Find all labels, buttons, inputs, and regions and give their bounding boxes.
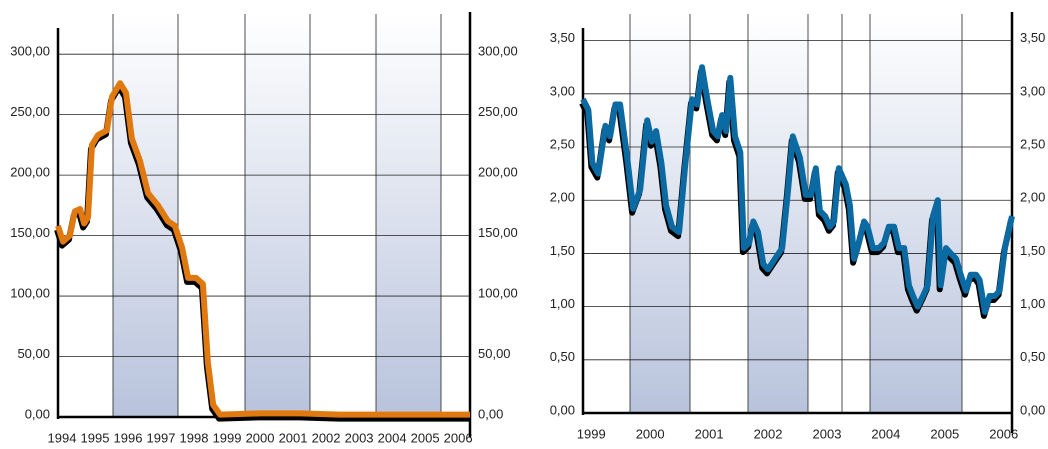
y2-tick-label: 250,00 [478,104,518,119]
y-tick-label: 250,00 [10,104,50,119]
x-tick-label: 2004 [871,426,900,441]
y-tick-label: 200,00 [10,165,50,180]
x-tick-label: 1996 [114,430,143,445]
y2-tick-label: 200,00 [478,165,518,180]
x-tick-label: 2002 [754,426,783,441]
line [580,64,1015,315]
x-tick-label: 1994 [48,430,77,445]
y2-tick-label: 0,00 [478,406,503,421]
x-tick-label: 2002 [312,430,341,445]
y-tick-label: 150,00 [10,225,50,240]
y-tick-label: 0,00 [550,402,575,417]
y-tick-label: 0,50 [550,349,575,364]
y2-tick-label: 150,00 [478,225,518,240]
y-tick-label: 1,50 [550,243,575,258]
y-tick-label: 3,00 [550,83,575,98]
y2-tick-label: 1,00 [1020,296,1045,311]
y-tick-label: 0,00 [25,406,50,421]
y-tick-label: 100,00 [10,286,50,301]
y2-tick-label: 3,00 [1020,83,1045,98]
y2-tick-label: 3,50 [1020,30,1045,45]
y-tick-label: 300,00 [10,44,50,59]
x-tick-label: 1999 [577,426,606,441]
x-tick-label: 1999 [213,430,242,445]
band [376,14,441,417]
x-tick-label: 2003 [813,426,842,441]
y2-tick-label: 0,50 [1020,349,1045,364]
y2-tick-label: 100,00 [478,286,518,301]
x-tick-label: 2006 [989,426,1018,441]
band [748,14,808,413]
x-tick-label: 1997 [147,430,176,445]
x-tick-label: 2003 [345,430,374,445]
band [245,14,310,417]
x-tick-label: 1995 [81,430,110,445]
y2-tick-label: 2,00 [1020,190,1045,205]
x-tick-label: 2000 [636,426,665,441]
x-tick-label: 2005 [930,426,959,441]
line [55,80,470,418]
x-tick-label: 2005 [411,430,440,445]
y2-tick-label: 0,00 [1020,402,1045,417]
y-tick-label: 2,50 [550,136,575,151]
band [870,14,962,413]
y-tick-label: 1,00 [550,296,575,311]
y-tick-label: 2,00 [550,190,575,205]
x-tick-label: 2004 [378,430,407,445]
y-tick-label: 50,00 [17,346,50,361]
x-tick-label: 1998 [180,430,209,445]
bands-left [112,14,442,417]
y2-tick-label: 300,00 [478,44,518,59]
x-tick-label: 2001 [279,430,308,445]
x-tick-label: 2006 [444,430,473,445]
x-tick-label: 2000 [246,430,275,445]
y2-tick-label: 50,00 [478,346,511,361]
y2-tick-label: 2,50 [1020,136,1045,151]
x-tick-label: 2001 [695,426,724,441]
y2-tick-label: 1,50 [1020,243,1045,258]
line-shadow [54,84,469,422]
y-tick-label: 3,50 [550,30,575,45]
